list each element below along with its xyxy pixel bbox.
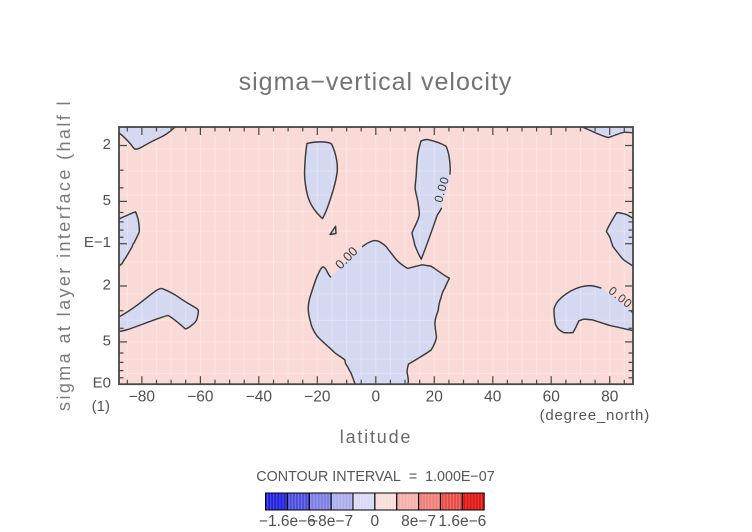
svg-text:20: 20 xyxy=(426,389,444,406)
svg-text:−1.6e−6: −1.6e−6 xyxy=(259,513,316,530)
svg-text:2: 2 xyxy=(103,136,111,153)
svg-text:latitude: latitude xyxy=(340,427,412,447)
svg-text:−80: −80 xyxy=(129,389,156,406)
svg-text:1.6e−6: 1.6e−6 xyxy=(438,513,486,530)
svg-text:(1): (1) xyxy=(92,398,110,415)
svg-text:−60: −60 xyxy=(187,389,214,406)
svg-text:0: 0 xyxy=(371,513,380,530)
svg-text:5: 5 xyxy=(103,192,111,209)
svg-text:sigma at layer interface (half: sigma at layer interface (half l xyxy=(54,99,74,411)
svg-text:E−1: E−1 xyxy=(84,234,111,251)
svg-text:−40: −40 xyxy=(246,389,273,406)
svg-text:60: 60 xyxy=(543,389,561,406)
svg-text:−20: −20 xyxy=(304,389,331,406)
svg-text:8e−7: 8e−7 xyxy=(401,513,436,530)
svg-text:80: 80 xyxy=(601,389,619,406)
svg-text:2: 2 xyxy=(103,277,111,294)
svg-text:−8e−7: −8e−7 xyxy=(309,513,353,530)
svg-text:5: 5 xyxy=(103,332,111,349)
svg-text:E0: E0 xyxy=(93,375,111,392)
svg-text:0: 0 xyxy=(371,389,380,406)
svg-text:40: 40 xyxy=(484,389,502,406)
svg-text:(degree_north): (degree_north) xyxy=(540,407,650,424)
svg-text:CONTOUR INTERVAL = 1.000E−07: CONTOUR INTERVAL = 1.000E−07 xyxy=(256,469,494,485)
svg-text:sigma−vertical velocity: sigma−vertical velocity xyxy=(239,68,513,96)
